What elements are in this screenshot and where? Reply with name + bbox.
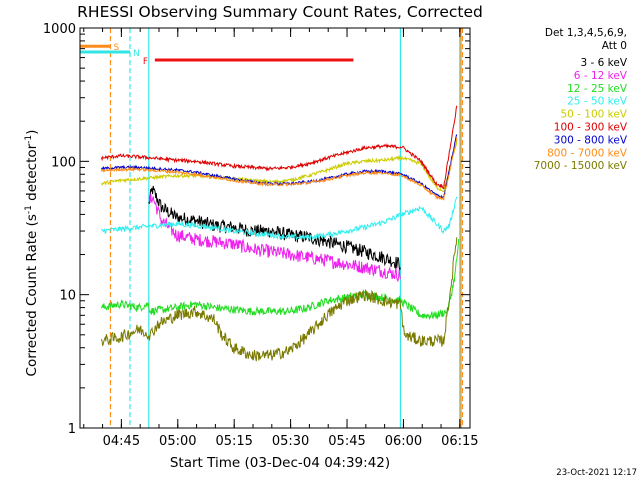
y-tick-label-0: 1: [68, 422, 76, 437]
x-tick-label-0: 04:45: [103, 434, 140, 449]
flag-label-F: F: [143, 57, 148, 67]
status-flags: S NF: [80, 43, 354, 67]
series-line-5: [100, 105, 458, 190]
x-tick-label-1: 05:00: [159, 434, 196, 449]
instrument-markers: [109, 28, 464, 428]
legend-entry-6: 300 - 800 keV: [554, 134, 628, 146]
x-tick-label-6: 06:15: [441, 434, 478, 449]
series-line-2: [100, 238, 460, 321]
legend-entry-0: 3 - 6 keV: [580, 57, 627, 69]
series-line-7: [100, 137, 458, 201]
series-group: [100, 105, 460, 362]
flag-label-S: S: [113, 43, 119, 53]
y-tick-label-1: 10: [59, 289, 76, 304]
legend-entry-1: 6 - 12 keV: [574, 70, 628, 82]
plot-frame: [79, 27, 471, 429]
legend-entry-8: 7000 - 15000 keV: [534, 160, 628, 172]
x-axis-label: Start Time (03-Dec-04 04:39:42): [170, 455, 390, 471]
series-line-8: [100, 237, 458, 362]
x-tick-label-3: 05:30: [272, 434, 309, 449]
legend-entry-7: 800 - 7000 keV: [547, 147, 628, 159]
x-tick-label-2: 05:15: [215, 434, 252, 449]
flag-label-N: N: [133, 49, 140, 59]
y-axis-label-sup1: -1: [24, 205, 34, 214]
series-line-1: [148, 193, 401, 283]
legend-header-1: Det 1,3,4,5,6,9,: [545, 27, 627, 39]
legend-entry-4: 50 - 100 keV: [560, 109, 627, 121]
series-line-4: [100, 140, 458, 193]
series-line-0: [148, 185, 401, 272]
legend-entry-2: 12 - 25 keV: [567, 83, 628, 95]
series-line-3: [101, 196, 458, 242]
legend-header-2: Att 0: [602, 40, 627, 52]
y-tick-label-2: 100: [51, 155, 76, 170]
legend-entry-5: 100 - 300 keV: [554, 122, 628, 134]
legend-entry-3: 25 - 50 keV: [567, 96, 628, 108]
axes: 1 10 100 1000 04:45 05:00 05:15 05:30 05:45 06:00…: [43, 22, 479, 449]
footer-date: 23-Oct-2021 12:17: [556, 468, 637, 478]
x-tick-label-4: 05:45: [328, 434, 365, 449]
y-tick-label-3: 1000: [43, 22, 76, 37]
series-line-6: [100, 134, 458, 199]
x-tick-label-5: 06:00: [385, 434, 422, 449]
y-axis-label-mid: detector: [24, 143, 40, 205]
y-axis-label-main: Corrected Count Rate (s: [24, 214, 40, 376]
y-axis-label-sup2: -1: [24, 135, 34, 144]
y-axis-label: Corrected Count Rate (s-1 detector-1): [24, 130, 40, 377]
y-axis-label-end: ): [24, 130, 40, 135]
chart-title: RHESSI Observing Summary Count Rates, Co…: [77, 3, 483, 21]
